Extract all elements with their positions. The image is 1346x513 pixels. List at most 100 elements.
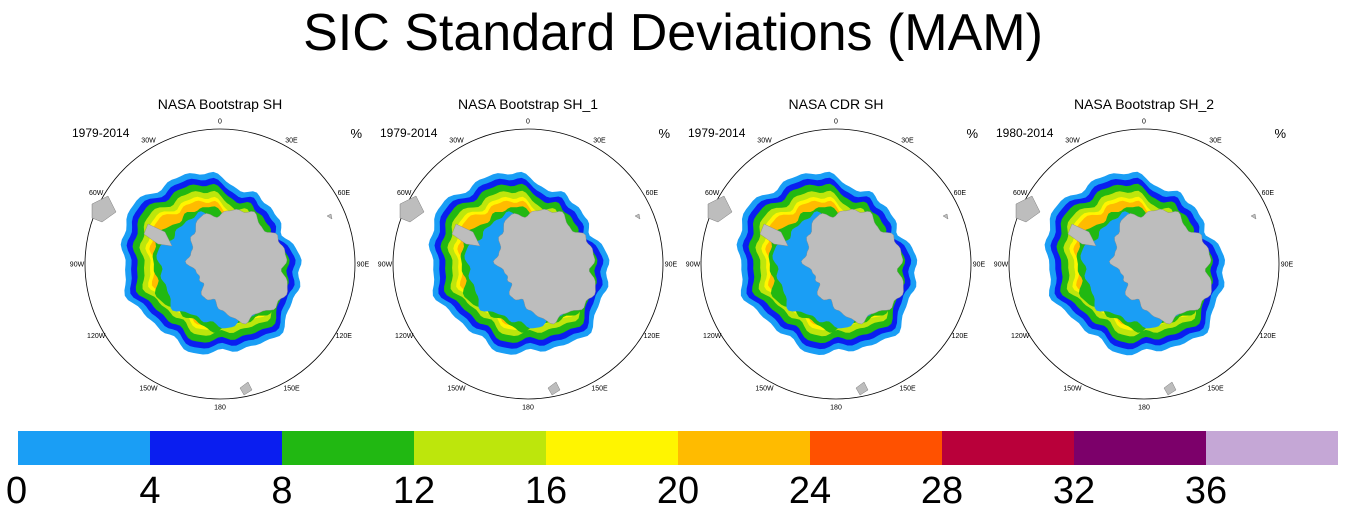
island-landmass [855,381,869,396]
colorbar-tick-label: 16 [524,470,568,512]
longitude-label: 180 [830,405,842,412]
longitude-label: 150E [1207,385,1224,392]
longitude-label: 30W [141,138,156,145]
longitude-label: 30E [593,138,606,145]
map-panel-2: 0 30E 60E 90E 120E 150E 180 150W 120W 90W 60W 30W NA… [378,90,678,420]
longitude-label: 150E [283,385,300,392]
longitude-label: 90E [973,262,986,269]
longitude-label: 30W [1065,138,1080,145]
panel-title: NASA CDR SH [788,96,884,112]
colorbar-box-7 [942,431,1074,465]
longitude-label: 0 [218,119,222,126]
longitude-label: 120W [1011,333,1030,340]
colorbar-tick-label: 36 [1184,470,1228,512]
longitude-label: 30E [285,138,298,145]
colorbar-box-3 [414,431,546,465]
antarctic-peninsula [143,223,173,247]
south-america-tip [1015,195,1041,223]
longitude-label: 30W [449,138,464,145]
longitude-label: 30E [901,138,914,145]
longitude-label: 90E [357,262,370,269]
longitude-label: 90W [686,262,701,269]
longitude-label: 120W [703,333,722,340]
small-island [1250,213,1257,220]
longitude-label: 60W [1013,190,1028,197]
panel-period: 1980-2014 [996,126,1054,140]
longitude-label: 150W [447,385,466,392]
longitude-label: 30E [1209,138,1222,145]
map-panel-4: 0 30E 60E 90E 120E 150E 180 150W 120W 90W 60W 30W NA… [994,90,1294,420]
antarctic-peninsula [1067,223,1097,247]
panel-period: 1979-2014 [688,126,746,140]
colorbar-box-1 [150,431,282,465]
colorbar-tick-label: 20 [656,470,700,512]
polar-map: 0 30E 60E 90E 120E 150E 180 150W 120W 90W 60W 30W [994,119,1294,412]
panel-unit: % [350,126,362,141]
south-america-tip [707,195,733,223]
colorbar-box-4 [546,431,678,465]
longitude-label: 60E [954,190,967,197]
small-island [326,213,333,220]
longitude-label: 180 [1138,405,1150,412]
longitude-label: 90W [70,262,85,269]
colorbar-tick-label: 0 [6,470,28,512]
longitude-label: 60E [646,190,659,197]
polar-map: 0 30E 60E 90E 120E 150E 180 150W 120W 90W 60W 30W [686,119,986,412]
longitude-label: 0 [834,119,838,126]
longitude-label: 120W [87,333,106,340]
longitude-label: 90E [1281,262,1294,269]
panel-title: NASA Bootstrap SH_1 [457,96,599,112]
longitude-label: 120E [336,333,353,340]
longitude-label: 150W [139,385,158,392]
south-america-tip [399,195,425,223]
longitude-label: 150E [899,385,916,392]
colorbar-tick-label: 8 [271,470,293,512]
colorbar-box-8 [1074,431,1206,465]
longitude-label: 120E [1260,333,1277,340]
island-landmass [547,381,561,396]
small-island [942,213,949,220]
longitude-label: 150W [1063,385,1082,392]
antarctica-land [185,209,288,325]
map-panel-3: 0 30E 60E 90E 120E 150E 180 150W 120W 90W 60W 30W NA… [686,90,986,420]
longitude-label: 120E [952,333,969,340]
antarctica-land [493,209,596,325]
south-america-tip [91,195,117,223]
longitude-label: 180 [522,405,534,412]
longitude-label: 150W [755,385,774,392]
colorbar-tick-label: 28 [920,470,964,512]
longitude-label: 120W [395,333,414,340]
longitude-label: 60E [338,190,351,197]
longitude-label: 150E [591,385,608,392]
colorbar-box-0 [18,431,150,465]
polar-map: 0 30E 60E 90E 120E 150E 180 150W 120W 90W 60W 30W [70,119,370,412]
antarctica-land [801,209,904,325]
small-island [634,213,641,220]
island-landmass [1163,381,1177,396]
panel-unit: % [966,126,978,141]
longitude-label: 180 [214,405,226,412]
map-panel-1: 0 30E 60E 90E 120E 150E 180 150W 120W 90W 60W 30W NA… [70,90,370,420]
panel-title: NASA Bootstrap SH [157,96,283,112]
colorbar-tick-label: 4 [139,470,161,512]
colorbar-box-9 [1206,431,1338,465]
colorbar-box-2 [282,431,414,465]
longitude-label: 90E [665,262,678,269]
chart-title: SIC Standard Deviations (MAM) [303,4,1043,62]
longitude-label: 0 [1142,119,1146,126]
colorbar-tick-label: 24 [788,470,832,512]
colorbar-tick-label: 32 [1052,470,1096,512]
antarctic-peninsula [451,223,481,247]
longitude-label: 90W [378,262,393,269]
panel-period: 1979-2014 [380,126,438,140]
longitude-label: 0 [526,119,530,126]
longitude-label: 60W [705,190,720,197]
panel-period: 1979-2014 [72,126,130,140]
longitude-label: 120E [644,333,661,340]
panel-unit: % [1274,126,1286,141]
colorbar-tick-label: 12 [392,470,436,512]
antarctica-land [1109,209,1212,325]
longitude-label: 30W [757,138,772,145]
colorbar [18,431,1338,465]
island-landmass [239,381,253,396]
